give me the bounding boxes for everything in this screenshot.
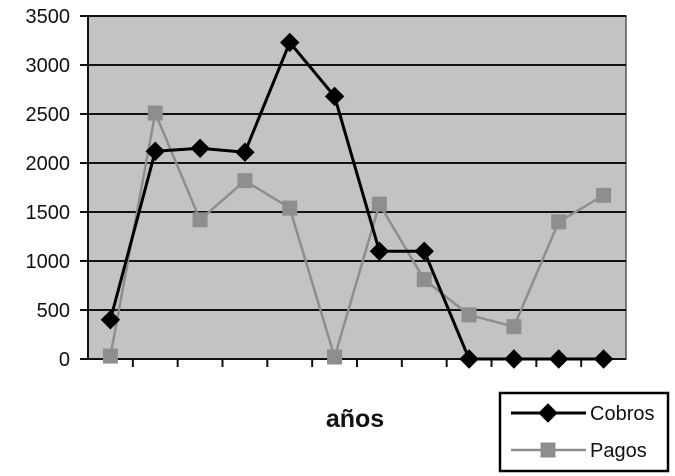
data-point-cobros xyxy=(549,349,569,369)
legend-label: Pagos xyxy=(590,440,647,462)
y-tick-label: 3500 xyxy=(26,6,71,28)
legend-item-cobros: Cobros xyxy=(511,403,654,425)
data-point-pagos xyxy=(192,212,208,228)
data-point-pagos xyxy=(102,348,118,364)
legend-items: Cobros Pagos xyxy=(511,403,654,462)
legend-swatch-marker xyxy=(538,403,558,423)
y-axis-tick-labels: 0 500 1000 1500 2000 2500 3000 3500 xyxy=(26,6,88,371)
legend-label: Cobros xyxy=(590,403,654,425)
y-tick-label: 3000 xyxy=(26,55,71,77)
y-tick-label: 1000 xyxy=(26,251,71,273)
data-point-cobros xyxy=(235,142,255,162)
data-point-pagos xyxy=(596,187,612,203)
series-line-pagos xyxy=(109,111,605,359)
plot-area xyxy=(87,15,627,360)
data-point-pagos xyxy=(327,349,343,365)
legend-item-pagos: Pagos xyxy=(511,440,647,462)
data-point-pagos xyxy=(371,196,387,212)
data-point-cobros xyxy=(280,32,300,53)
series-cobros xyxy=(100,32,614,369)
data-point-cobros xyxy=(414,241,434,261)
data-point-cobros xyxy=(369,241,390,261)
data-point-pagos xyxy=(461,307,477,323)
y-tick-label: 1500 xyxy=(26,202,71,224)
legend-swatch-marker xyxy=(540,442,556,458)
data-point-cobros xyxy=(504,349,524,369)
data-point-pagos xyxy=(506,319,522,335)
data-point-cobros xyxy=(145,141,165,161)
y-tick-label: 0 xyxy=(59,349,70,371)
y-tick-label: 2000 xyxy=(26,153,71,175)
gridlines xyxy=(88,15,626,311)
data-point-pagos xyxy=(147,105,163,121)
data-point-cobros xyxy=(190,138,210,159)
data-point-pagos xyxy=(237,173,253,189)
series-layer xyxy=(100,32,614,369)
data-point-pagos xyxy=(282,200,298,216)
data-point-cobros xyxy=(593,349,614,369)
legend: Cobros Pagos xyxy=(498,391,670,473)
data-point-pagos xyxy=(551,214,567,230)
legend-box xyxy=(498,391,670,473)
series-pagos xyxy=(102,105,612,365)
y-tick-label: 2500 xyxy=(26,104,71,126)
data-point-pagos xyxy=(416,272,432,288)
data-point-cobros xyxy=(324,86,345,107)
x-axis-label: años xyxy=(326,405,384,433)
data-point-cobros xyxy=(459,349,479,369)
y-tick-label: 500 xyxy=(37,300,70,322)
data-point-cobros xyxy=(100,310,121,330)
